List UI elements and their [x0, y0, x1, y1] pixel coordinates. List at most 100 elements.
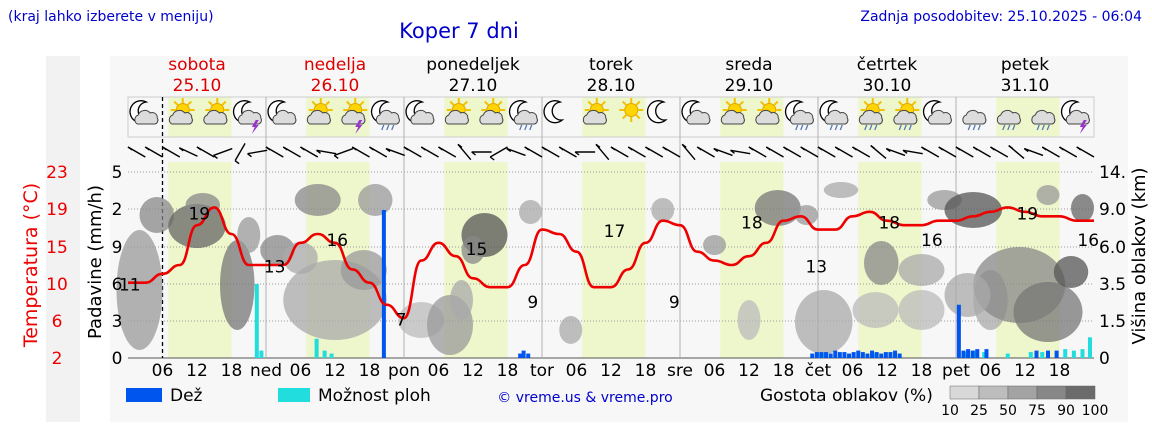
rain-bar	[833, 350, 838, 358]
raindrop-icon	[839, 124, 843, 131]
wind-barb-feather	[265, 146, 271, 151]
cloud-blob	[340, 250, 387, 290]
cloud-blob	[737, 300, 761, 340]
rain-bar	[847, 353, 852, 358]
sun-cloud-icon	[479, 98, 506, 125]
wind-barb-feather	[369, 146, 374, 151]
sun-ray	[622, 114, 628, 120]
raindrop-icon	[898, 124, 902, 131]
temperature-labels: 11 19 13 16 7 15 9 17 9 18 13 18 16 19 16	[119, 204, 1099, 330]
sun-ray	[208, 100, 214, 106]
sun-ray	[324, 100, 330, 106]
rain-bar	[860, 352, 865, 358]
cloud-blob	[1036, 185, 1060, 205]
cloud-blob	[1053, 256, 1089, 288]
last-update-text: Zadnja posodobitev: 25.10.2025 - 06:04	[860, 9, 1142, 25]
moon-cloud-icon	[129, 100, 159, 125]
source-credit-link[interactable]: © vreme.us & vreme.pro	[497, 390, 672, 406]
wind-barb-feather	[351, 146, 357, 151]
temperature-value-label: 16	[1077, 231, 1099, 251]
sun-ray	[725, 100, 731, 106]
wind-barb-feather	[885, 148, 891, 153]
gridlines	[128, 97, 1094, 359]
cloud-blob	[237, 217, 261, 253]
raindrop-icon	[524, 124, 528, 131]
sun-icon	[624, 103, 639, 117]
cloud-icon	[824, 109, 849, 125]
x-tick-label: 12	[1014, 361, 1036, 381]
cloud-rain-icon	[1031, 109, 1056, 131]
sun-cloud-icon	[306, 98, 333, 125]
wind-barb	[595, 143, 610, 161]
x-tick-label: pon	[388, 361, 420, 381]
cloud-icon	[582, 109, 607, 125]
wind-barb-feather	[817, 146, 823, 151]
wind-barb-feather	[234, 160, 240, 165]
sun-ray	[311, 100, 317, 106]
wind-barb-feather	[870, 145, 876, 150]
sun-ray	[186, 100, 192, 106]
cloud-blob	[823, 182, 859, 198]
cloud-blob	[898, 254, 945, 286]
cloud-blob	[754, 190, 801, 226]
storm-possibility-bar	[821, 353, 826, 358]
moon-icon	[543, 100, 565, 124]
x-tick-label: 06	[152, 361, 174, 381]
raindrop-icon	[874, 124, 878, 131]
raindrop-icon	[795, 124, 799, 131]
y-tick-temperature: 19	[46, 200, 68, 220]
temperature-value-label: 13	[805, 258, 827, 278]
moon-storm-icon	[232, 100, 262, 134]
y-tick-cloud-height: 14.	[1099, 163, 1126, 183]
region-hint-link[interactable]: (kraj lahko izberete v meniju)	[8, 9, 214, 25]
wind-barb-feather	[162, 146, 167, 151]
cloud-blob	[852, 292, 899, 328]
temperature-value-label: 7	[396, 311, 407, 331]
sun-storm-icon	[341, 98, 368, 134]
wind-barb-feather	[282, 146, 288, 151]
x-tick-label: 12	[462, 361, 484, 381]
cloud-density-scale: 10 25 50 75 90 100	[941, 385, 1108, 419]
rain-bar	[888, 352, 893, 358]
cloud-blob	[1013, 282, 1083, 342]
legend-storm-label: Možnost ploh	[318, 386, 431, 406]
lightning-icon	[1079, 120, 1087, 134]
temperature-value-label: 11	[119, 275, 141, 295]
temperature-line	[128, 206, 1094, 320]
wind-barb-feather	[457, 143, 463, 148]
raindrop-icon	[519, 124, 523, 131]
wind-barb	[506, 147, 526, 157]
x-tick-label: 12	[600, 361, 622, 381]
moon-storm-icon	[1060, 100, 1090, 134]
wind-barb-feather	[610, 146, 616, 151]
wind-barb-feather	[696, 146, 702, 151]
day-date-label: 28.10	[587, 76, 636, 96]
wind-barb	[457, 143, 472, 161]
raindrop-icon	[908, 124, 912, 131]
storm-possibility-bar	[1080, 349, 1085, 358]
storm-possibility-bar	[254, 284, 259, 358]
y-axis-title-precipitation: Padavine (mm/h)	[85, 185, 106, 339]
wind-barb	[489, 146, 508, 158]
sun-ray	[635, 114, 641, 120]
sun-ray	[173, 100, 179, 106]
storm-possibility-bar	[1028, 352, 1033, 358]
left-axis-panel	[46, 56, 80, 422]
wind-barb-feather	[489, 156, 495, 161]
wind-barb-feather	[247, 153, 252, 158]
y-tick-precipitation: 5	[112, 163, 123, 183]
day-date-label: 30.10	[863, 76, 912, 96]
temperature-value-label: 19	[1016, 204, 1038, 224]
storm-possibility-bar	[1063, 349, 1068, 358]
rain-bar	[966, 349, 971, 358]
wind-barb	[713, 147, 733, 157]
wind-barb-feather	[403, 146, 409, 151]
rain-bar	[970, 350, 975, 358]
sun-cloud-icon	[444, 98, 471, 125]
cloud-blob	[944, 192, 1002, 228]
sun-rain-icon	[858, 98, 885, 131]
density-swatch	[1007, 385, 1038, 400]
rain-bar	[961, 350, 966, 358]
wind-barb	[247, 149, 268, 155]
rain-bar	[518, 353, 523, 358]
